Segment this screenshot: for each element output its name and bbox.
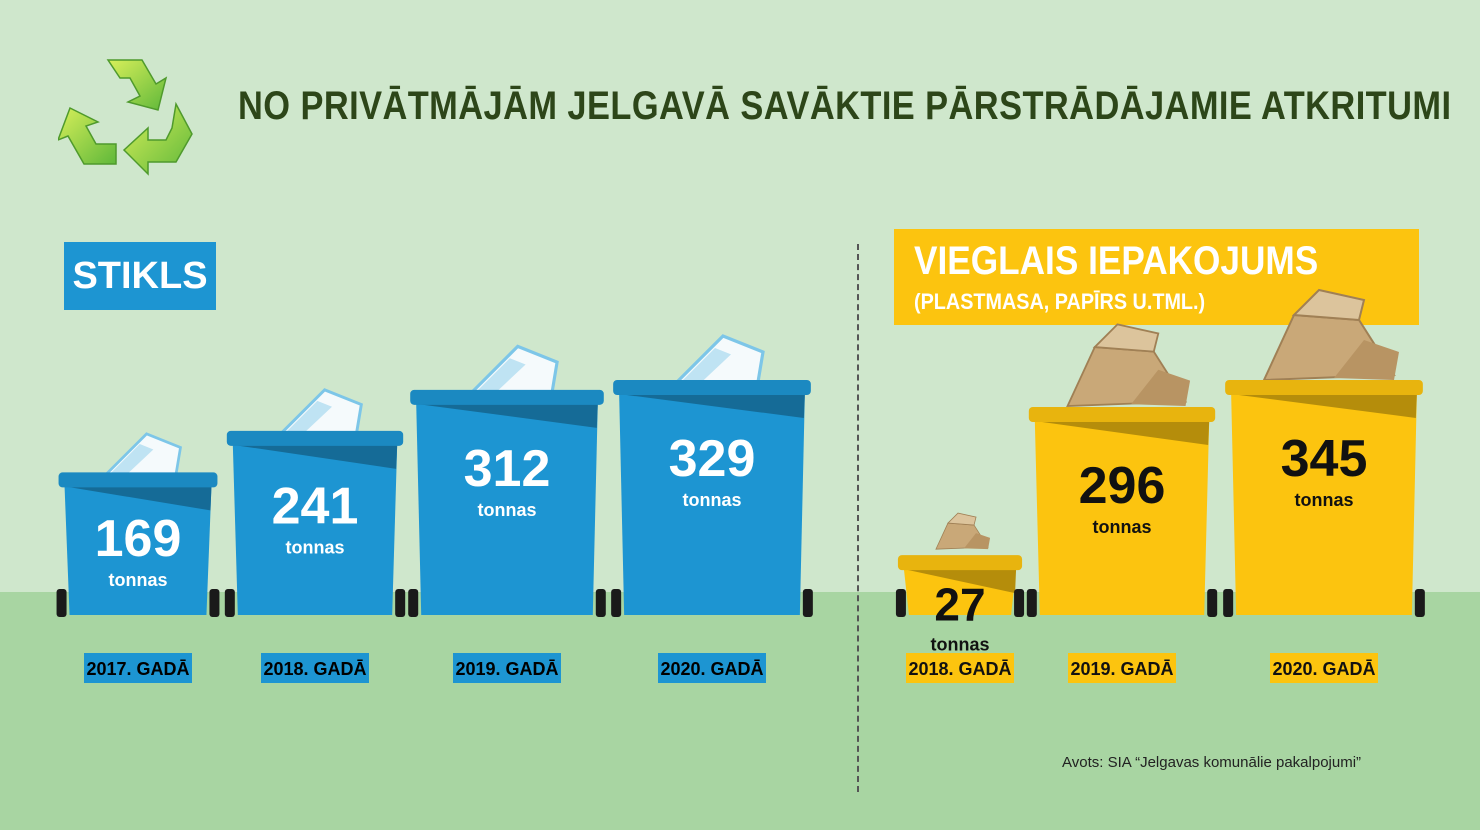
year-tag [1270, 653, 1378, 683]
page-title: NO PRIVĀTMĀJĀM JELGAVĀ SAVĀKTIE PĀRSTRĀD… [238, 84, 1452, 128]
unit-label: tonnas [682, 490, 741, 510]
bin-lid [1225, 380, 1423, 395]
year-label: 2017. GADĀ [86, 659, 189, 679]
bin-body [64, 486, 212, 615]
bin-lid [897, 555, 1023, 571]
year-label: 2019. GADĀ [455, 659, 558, 679]
bin-lid [226, 430, 404, 446]
packaging-subtitle: (PLASTMASA, PAPĪRS U.TML.) [914, 289, 1206, 314]
unit-label: tonnas [930, 634, 989, 654]
bin-body [619, 394, 805, 615]
year-label: 2018. GADĀ [263, 659, 366, 679]
glass-category-badge: STIKLS [64, 242, 216, 310]
bin-body [416, 403, 598, 615]
value-label: 169 [95, 510, 182, 568]
bin-lid [410, 389, 604, 405]
value-label: 329 [669, 430, 756, 488]
value-label: 345 [1281, 430, 1368, 488]
year-tag [1068, 653, 1176, 683]
year-tag [453, 653, 561, 683]
packaging-category-badge: VIEGLAIS IEPAKOJUMS (PLASTMASA, PAPĪRS U… [894, 229, 1419, 325]
bin-bar: 27 tonnas 2018. GADĀ [895, 512, 1025, 683]
year-label: 2020. GADĀ [1272, 659, 1375, 679]
bin-body [232, 444, 398, 615]
value-label: 27 [934, 578, 985, 630]
bin-body [1034, 420, 1210, 615]
unit-label: tonnas [1294, 490, 1353, 510]
unit-label: tonnas [285, 537, 344, 557]
year-tag [84, 653, 192, 683]
unit-label: tonnas [1092, 517, 1151, 537]
year-tag [261, 653, 369, 683]
packaging-title: VIEGLAIS IEPAKOJUMS [914, 239, 1319, 283]
section-divider [857, 244, 859, 792]
value-label: 241 [272, 477, 359, 535]
year-tag [658, 653, 766, 683]
value-label: 296 [1079, 457, 1166, 515]
cardboard-boxes [935, 512, 991, 550]
unit-label: tonnas [477, 500, 536, 520]
cardboard-boxes [1066, 323, 1191, 408]
recycle-icon [58, 59, 193, 176]
bin-lid [1028, 406, 1216, 422]
ground-band [0, 592, 1480, 830]
year-label: 2018. GADĀ [908, 659, 1011, 679]
bin-lid [613, 380, 811, 395]
source-note: Avots: SIA “Jelgavas komunālie pakalpoju… [1062, 754, 1362, 771]
unit-label: tonnas [108, 570, 167, 590]
year-tag [906, 653, 1014, 683]
year-label: 2020. GADĀ [660, 659, 763, 679]
cardboard-boxes [1262, 288, 1399, 382]
bin-lid [58, 472, 218, 488]
value-label: 312 [464, 440, 551, 498]
bin-body [1231, 394, 1417, 615]
year-label: 2019. GADĀ [1070, 659, 1173, 679]
